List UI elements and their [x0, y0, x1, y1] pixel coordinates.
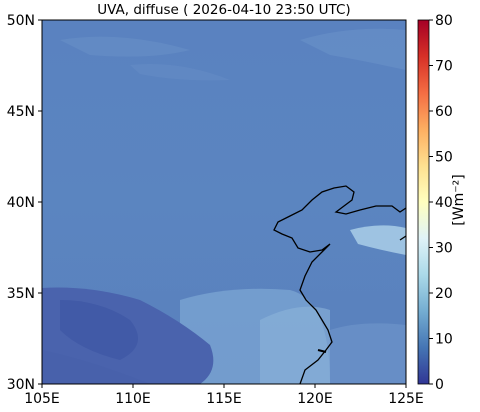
colorbar-tick-0: 0 [435, 377, 444, 393]
colorbar-units-label: [Wm⁻²] [451, 174, 467, 226]
colorbar-tick-50: 50 [435, 150, 453, 166]
lon-tick-115e: 115E [206, 391, 242, 407]
lon-tick-105e: 105E [24, 391, 60, 407]
lon-tick-125e: 125E [388, 391, 424, 407]
lon-tick-120e: 120E [297, 391, 333, 407]
lat-tick-45n: 45N [7, 104, 35, 120]
colorbar-tick-80: 80 [435, 13, 453, 29]
map-title: UVA, diffuse ( 2026-04-10 23:50 UTC) [97, 2, 351, 18]
colorbar-tick-20: 20 [435, 286, 453, 302]
lat-tick-50n: 50N [7, 13, 35, 29]
map-field [42, 20, 406, 384]
lat-tick-40n: 40N [7, 195, 35, 211]
colorbar-tick-10: 10 [435, 332, 453, 348]
lat-tick-30n: 30N [7, 377, 35, 393]
colorbar-tick-40: 40 [435, 195, 453, 211]
coastline [273, 185, 406, 384]
lon-tick-110e: 110E [115, 391, 151, 407]
lat-tick-35n: 35N [7, 286, 35, 302]
colorbar-tick-30: 30 [435, 241, 453, 257]
lat-axis: 50N 45N 40N 35N 30N [7, 13, 42, 393]
colorbar-tick-70: 70 [435, 59, 453, 75]
colorbar: 80 70 60 50 40 30 20 10 0 [417, 13, 453, 393]
colorbar-tick-60: 60 [435, 104, 453, 120]
lon-axis: 105E 110E 115E 120E 125E [24, 384, 424, 407]
